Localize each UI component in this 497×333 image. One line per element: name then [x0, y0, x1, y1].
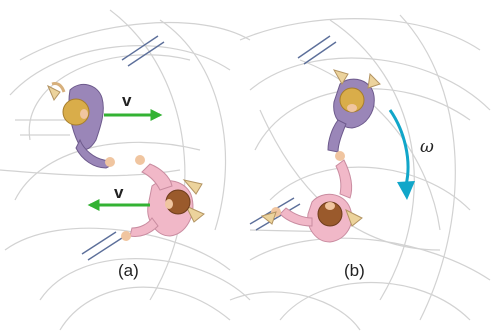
ice-skate-marks [0, 9, 491, 331]
skate-boot-icon [332, 69, 349, 85]
skater-legs [51, 82, 66, 93]
skater-pink-b [260, 159, 363, 243]
skater-face [347, 104, 357, 112]
skater-arm-lower [129, 217, 159, 237]
skate-boot-icon [345, 208, 363, 227]
velocity-label-bottom: v [114, 183, 124, 202]
skater-arm-lower [279, 207, 313, 227]
skater-purple-b [327, 69, 381, 161]
skater-hand [105, 157, 115, 167]
angular-velocity-label: ω [420, 137, 434, 157]
skate-boot-icon [182, 179, 203, 195]
blade-marks [81, 35, 337, 261]
velocity-label-top: v [122, 91, 132, 110]
skater-hand [135, 155, 145, 165]
skater-face [80, 109, 88, 119]
rotation-arrow-head [397, 181, 415, 200]
skater-hand [335, 151, 345, 161]
skate-boot-icon [47, 84, 61, 101]
caption-b: (b) [344, 261, 365, 280]
skate-boot-icon [367, 72, 381, 89]
caption-a: (a) [118, 261, 139, 280]
skater-pink-a [121, 155, 205, 241]
skate-boot-icon [184, 204, 205, 223]
rotation-arrow [388, 109, 410, 186]
skater-arm [335, 159, 353, 199]
skater-face [165, 199, 173, 209]
skater-face [325, 202, 335, 210]
skater-arm [327, 119, 347, 153]
skater-hand [121, 231, 131, 241]
skater-purple-a [47, 82, 115, 169]
skate-boot-icon [260, 211, 277, 225]
skater-arm [141, 163, 173, 191]
